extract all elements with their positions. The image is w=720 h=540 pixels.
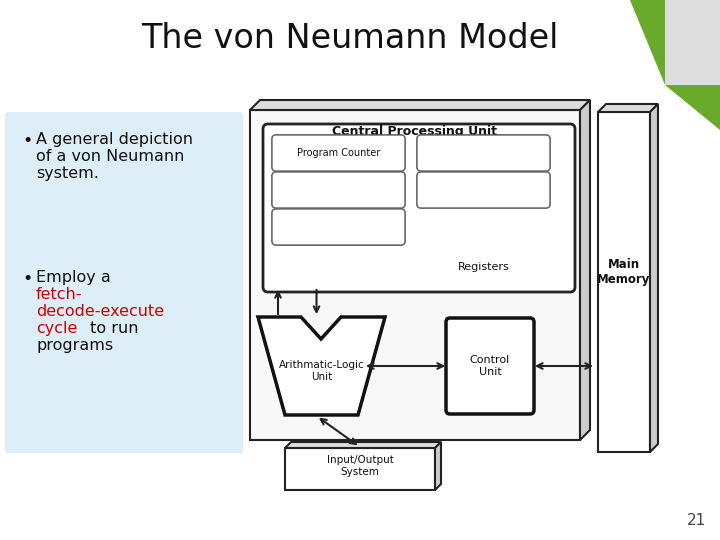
Polygon shape (285, 442, 441, 448)
FancyBboxPatch shape (272, 209, 405, 245)
FancyBboxPatch shape (417, 135, 550, 171)
Text: system.: system. (36, 166, 99, 181)
Text: Program Counter: Program Counter (297, 148, 380, 158)
FancyBboxPatch shape (263, 124, 575, 292)
Text: A general depiction: A general depiction (36, 132, 193, 147)
Text: Control
Unit: Control Unit (470, 355, 510, 377)
Text: 21: 21 (687, 513, 706, 528)
FancyBboxPatch shape (417, 172, 550, 208)
Text: Central Processing Unit: Central Processing Unit (333, 125, 498, 138)
FancyBboxPatch shape (5, 112, 243, 453)
Text: cycle: cycle (36, 321, 77, 336)
Text: Main
Memory: Main Memory (598, 258, 651, 286)
Text: Employ a: Employ a (36, 270, 116, 285)
FancyBboxPatch shape (272, 172, 405, 208)
Polygon shape (580, 100, 590, 440)
FancyBboxPatch shape (272, 209, 405, 245)
Polygon shape (650, 104, 658, 452)
Text: The von Neumann Model: The von Neumann Model (141, 22, 559, 55)
FancyBboxPatch shape (417, 135, 550, 171)
Text: fetch-: fetch- (36, 287, 83, 302)
Polygon shape (250, 100, 590, 110)
FancyBboxPatch shape (446, 318, 534, 414)
Bar (285, 448, 435, 490)
Text: Registers: Registers (458, 262, 509, 272)
Text: to run: to run (85, 321, 138, 336)
Polygon shape (435, 442, 441, 490)
Text: programs: programs (36, 338, 113, 353)
Text: Arithmatic-Logic
Unit: Arithmatic-Logic Unit (279, 360, 364, 382)
Polygon shape (630, 0, 720, 130)
Text: •: • (22, 132, 32, 150)
Text: Input/Output
System: Input/Output System (327, 455, 393, 477)
FancyBboxPatch shape (417, 172, 550, 208)
FancyBboxPatch shape (272, 135, 405, 171)
Text: of a von Neumann: of a von Neumann (36, 149, 184, 164)
Bar (598, 112, 650, 452)
Text: decode-execute: decode-execute (36, 304, 164, 319)
FancyBboxPatch shape (272, 172, 405, 208)
FancyBboxPatch shape (272, 135, 405, 171)
Bar (250, 110, 580, 440)
Polygon shape (258, 317, 385, 415)
Text: •: • (22, 270, 32, 288)
Polygon shape (598, 104, 658, 112)
Polygon shape (665, 0, 720, 85)
